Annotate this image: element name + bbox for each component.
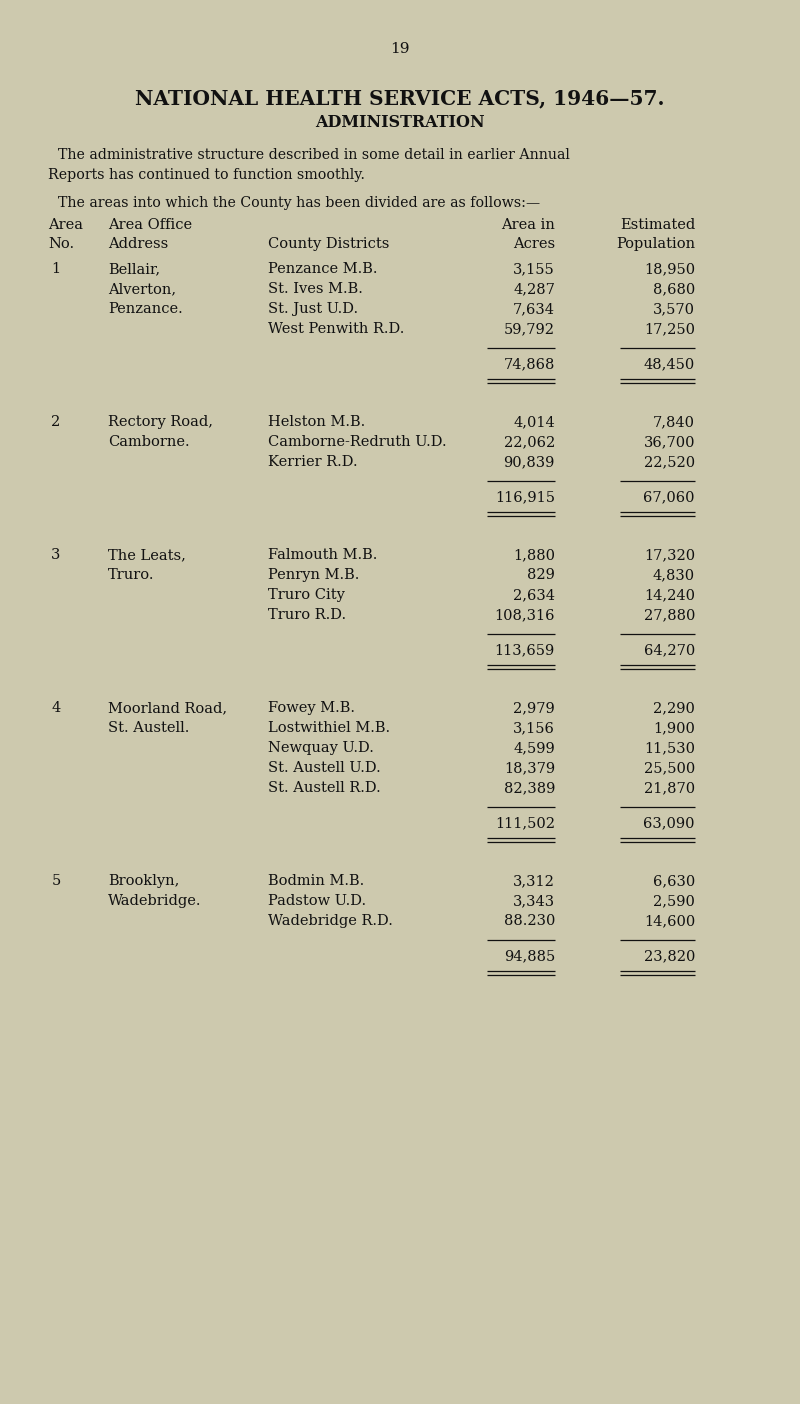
Text: 36,700: 36,700 — [643, 435, 695, 449]
Text: 2,290: 2,290 — [653, 701, 695, 715]
Text: Population: Population — [616, 237, 695, 251]
Text: 3: 3 — [51, 548, 61, 562]
Text: Brooklyn,: Brooklyn, — [108, 875, 179, 887]
Text: Fowey M.B.: Fowey M.B. — [268, 701, 355, 715]
Text: Lostwithiel M.B.: Lostwithiel M.B. — [268, 722, 390, 736]
Text: 22,062: 22,062 — [504, 435, 555, 449]
Text: Truro.: Truro. — [108, 569, 154, 583]
Text: Area in: Area in — [501, 218, 555, 232]
Text: 7,634: 7,634 — [513, 302, 555, 316]
Text: 108,316: 108,316 — [494, 608, 555, 622]
Text: Estimated: Estimated — [620, 218, 695, 232]
Text: 17,250: 17,250 — [644, 322, 695, 336]
Text: Rectory Road,: Rectory Road, — [108, 416, 213, 430]
Text: 21,870: 21,870 — [644, 781, 695, 795]
Text: 829: 829 — [527, 569, 555, 583]
Text: 6,630: 6,630 — [653, 875, 695, 887]
Text: St. Austell.: St. Austell. — [108, 722, 190, 736]
Text: ADMINISTRATION: ADMINISTRATION — [315, 114, 485, 131]
Text: County Districts: County Districts — [268, 237, 390, 251]
Text: 17,320: 17,320 — [644, 548, 695, 562]
Text: 1,900: 1,900 — [653, 722, 695, 736]
Text: NATIONAL HEALTH SERVICE ACTS, 1946—57.: NATIONAL HEALTH SERVICE ACTS, 1946—57. — [135, 88, 665, 108]
Text: 67,060: 67,060 — [643, 490, 695, 504]
Text: St. Ives M.B.: St. Ives M.B. — [268, 282, 363, 296]
Text: 4,014: 4,014 — [514, 416, 555, 430]
Text: 22,520: 22,520 — [644, 455, 695, 469]
Text: 4,599: 4,599 — [514, 741, 555, 755]
Text: 2: 2 — [51, 416, 61, 430]
Text: 3,156: 3,156 — [513, 722, 555, 736]
Text: 3,570: 3,570 — [653, 302, 695, 316]
Text: 74,868: 74,868 — [504, 357, 555, 371]
Text: Kerrier R.D.: Kerrier R.D. — [268, 455, 358, 469]
Text: 4,830: 4,830 — [653, 569, 695, 583]
Text: Bodmin M.B.: Bodmin M.B. — [268, 875, 364, 887]
Text: Newquay U.D.: Newquay U.D. — [268, 741, 374, 755]
Text: Wadebridge.: Wadebridge. — [108, 894, 202, 908]
Text: 27,880: 27,880 — [644, 608, 695, 622]
Text: Area Office: Area Office — [108, 218, 192, 232]
Text: 3,343: 3,343 — [513, 894, 555, 908]
Text: Falmouth M.B.: Falmouth M.B. — [268, 548, 378, 562]
Text: 4,287: 4,287 — [513, 282, 555, 296]
Text: 2,979: 2,979 — [514, 701, 555, 715]
Text: St. Austell U.D.: St. Austell U.D. — [268, 761, 381, 775]
Text: Penzance.: Penzance. — [108, 302, 182, 316]
Text: Helston M.B.: Helston M.B. — [268, 416, 366, 430]
Text: 14,240: 14,240 — [644, 588, 695, 602]
Text: Acres: Acres — [513, 237, 555, 251]
Text: Bellair,: Bellair, — [108, 263, 160, 277]
Text: The Leats,: The Leats, — [108, 548, 186, 562]
Text: Truro R.D.: Truro R.D. — [268, 608, 346, 622]
Text: 3,312: 3,312 — [513, 875, 555, 887]
Text: Penzance M.B.: Penzance M.B. — [268, 263, 378, 277]
Text: 59,792: 59,792 — [504, 322, 555, 336]
Text: Camborne-Redruth U.D.: Camborne-Redruth U.D. — [268, 435, 446, 449]
Text: No.: No. — [48, 237, 74, 251]
Text: 18,950: 18,950 — [644, 263, 695, 277]
Text: 18,379: 18,379 — [504, 761, 555, 775]
Text: St. Just U.D.: St. Just U.D. — [268, 302, 358, 316]
Text: West Penwith R.D.: West Penwith R.D. — [268, 322, 404, 336]
Text: 8,680: 8,680 — [653, 282, 695, 296]
Text: Camborne.: Camborne. — [108, 435, 190, 449]
Text: 7,840: 7,840 — [653, 416, 695, 430]
Text: Truro City: Truro City — [268, 588, 345, 602]
Text: 2,634: 2,634 — [513, 588, 555, 602]
Text: 64,270: 64,270 — [644, 643, 695, 657]
Text: Area: Area — [48, 218, 83, 232]
Text: 14,600: 14,600 — [644, 914, 695, 928]
Text: St. Austell R.D.: St. Austell R.D. — [268, 781, 381, 795]
Text: Padstow U.D.: Padstow U.D. — [268, 894, 366, 908]
Text: 5: 5 — [51, 875, 61, 887]
Text: 82,389: 82,389 — [504, 781, 555, 795]
Text: 94,885: 94,885 — [504, 949, 555, 963]
Text: Penryn M.B.: Penryn M.B. — [268, 569, 359, 583]
Text: 2,590: 2,590 — [653, 894, 695, 908]
Text: Alverton,: Alverton, — [108, 282, 176, 296]
Text: 63,090: 63,090 — [643, 816, 695, 830]
Text: 113,659: 113,659 — [494, 643, 555, 657]
Text: 11,530: 11,530 — [644, 741, 695, 755]
Text: 3,155: 3,155 — [514, 263, 555, 277]
Text: 48,450: 48,450 — [644, 357, 695, 371]
Text: 25,500: 25,500 — [644, 761, 695, 775]
Text: 90,839: 90,839 — [504, 455, 555, 469]
Text: Moorland Road,: Moorland Road, — [108, 701, 227, 715]
Text: 1,880: 1,880 — [513, 548, 555, 562]
Text: 111,502: 111,502 — [495, 816, 555, 830]
Text: The administrative structure described in some detail in earlier Annual: The administrative structure described i… — [58, 147, 570, 161]
Text: 23,820: 23,820 — [644, 949, 695, 963]
Text: 1: 1 — [51, 263, 61, 277]
Text: Wadebridge R.D.: Wadebridge R.D. — [268, 914, 393, 928]
Text: 88.230: 88.230 — [504, 914, 555, 928]
Text: 4: 4 — [51, 701, 61, 715]
Text: The areas into which the County has been divided are as follows:—: The areas into which the County has been… — [58, 197, 540, 211]
Text: Reports has continued to function smoothly.: Reports has continued to function smooth… — [48, 168, 365, 183]
Text: 19: 19 — [390, 42, 410, 56]
Text: 116,915: 116,915 — [495, 490, 555, 504]
Text: Address: Address — [108, 237, 168, 251]
